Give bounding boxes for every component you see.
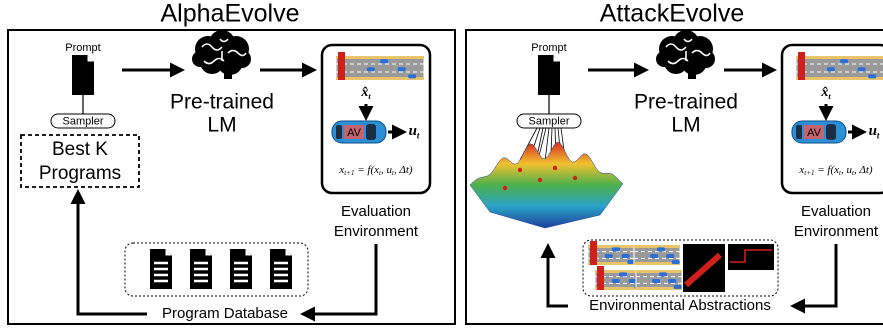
road-car (657, 247, 665, 251)
math-subscript: t+1 (344, 169, 354, 177)
document-fold (285, 249, 292, 256)
math-symbol: u (409, 123, 417, 139)
road-car (605, 254, 613, 258)
math-text: , u (841, 164, 853, 176)
sample-point (538, 178, 542, 182)
ego-red-car (590, 241, 597, 265)
model-label: Pre-trained (634, 91, 738, 114)
brain-icon (192, 30, 251, 79)
road-car (674, 285, 682, 289)
ego-red-car (338, 52, 345, 80)
document-fold (245, 249, 252, 256)
road-car (612, 279, 620, 283)
brain-lobe (233, 50, 251, 68)
loss-landscape (470, 142, 623, 228)
environment-label: Environment (334, 223, 419, 240)
math-text: = f(x (814, 164, 839, 176)
environment-label: Evaluation (341, 203, 411, 220)
av-car-window (826, 124, 836, 140)
av-car-window (796, 125, 802, 139)
sample-point (518, 168, 522, 172)
database-label: Environmental Abstractions (589, 297, 771, 314)
brain-stem (224, 69, 232, 79)
av-label: AV (347, 127, 362, 139)
sampler-label: Sampler (529, 115, 570, 127)
ego-red-car (798, 52, 805, 80)
road-car (840, 59, 848, 63)
arrow (793, 244, 836, 306)
math-symbol: u (869, 123, 877, 139)
model-label: LM (207, 114, 236, 137)
road-car (672, 260, 680, 264)
math-text: , Δt) (394, 164, 413, 176)
sampler-label: Sampler (63, 115, 104, 127)
math-text: = f(x (354, 164, 379, 176)
road-car (622, 254, 630, 258)
plot-panel (728, 244, 774, 270)
document-fold (87, 55, 94, 62)
sample-point (503, 186, 507, 190)
brain-icon (656, 30, 715, 79)
prompt-label: Prompt (531, 42, 566, 54)
diagram: AlphaEvolvePromptSamplerPre-trainedLMx̂t… (0, 0, 883, 329)
brain-lobe (192, 51, 208, 67)
road-shoulder (636, 270, 682, 273)
selection-label: Programs (39, 163, 121, 184)
math-subscript: t+1 (804, 169, 814, 177)
math-symbol: x̂ (820, 85, 828, 100)
road-car (380, 59, 388, 63)
selection-label: Best K (52, 139, 108, 160)
road-car (666, 254, 674, 258)
road-car (659, 272, 667, 276)
road-car (408, 74, 416, 78)
sample-point (573, 176, 577, 180)
environment-label: Environment (794, 223, 879, 240)
math-text: , u (381, 164, 393, 176)
ego-red-car (597, 266, 604, 290)
model-label: LM (671, 114, 700, 137)
document-fold (553, 55, 560, 62)
road-car (668, 279, 676, 283)
prompt-label: Prompt (65, 42, 100, 54)
road-car (367, 67, 375, 71)
road-car (650, 254, 658, 258)
document-fold (165, 249, 172, 256)
document-fold (205, 249, 212, 256)
road-car (619, 272, 627, 276)
road-car (612, 247, 620, 251)
brain-lobe (697, 50, 715, 68)
brain-stem (688, 69, 696, 79)
road-car (629, 279, 637, 283)
road-car (868, 74, 876, 78)
arrow (548, 246, 568, 306)
database-label: Program Database (162, 305, 288, 322)
arrow (303, 244, 376, 314)
av-label: AV (807, 127, 822, 139)
road-car (652, 279, 660, 283)
model-label: Pre-trained (170, 91, 274, 114)
math-text: , Δt) (854, 164, 873, 176)
road-shoulder (336, 56, 424, 59)
brain-lobe (656, 51, 672, 67)
panel-title: AlphaEvolve (161, 0, 300, 28)
page: {"panels": [ {"title": "AlphaEvolve", "p… (0, 0, 883, 329)
road-car (398, 67, 406, 71)
panel-title: AttackEvolve (600, 0, 745, 28)
road-car (858, 67, 866, 71)
environment-label: Evaluation (801, 203, 871, 220)
road-shoulder (796, 56, 883, 59)
road-shoulder (634, 245, 680, 248)
av-car-window (366, 124, 376, 140)
av-car-window (336, 125, 342, 139)
sample-point (553, 166, 557, 170)
road-car (827, 67, 835, 71)
math-symbol: x̂ (360, 85, 368, 100)
